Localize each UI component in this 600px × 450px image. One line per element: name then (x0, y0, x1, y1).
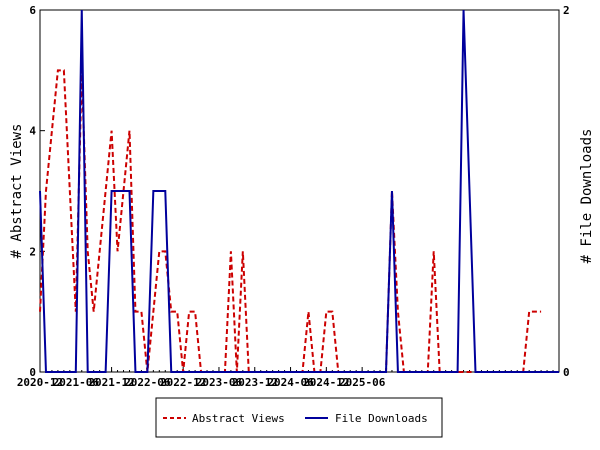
ticks-layer: 2020-122021-062021-122022-062022-122023-… (17, 4, 570, 389)
y-left-tick-label: 0 (29, 366, 36, 379)
x-tick-label: 2024-06 (267, 376, 314, 389)
legend: Abstract Views File Downloads (155, 397, 443, 438)
series-layer (39, 9, 559, 373)
legend-box (155, 397, 443, 438)
y-right-tick-label: 2 (563, 4, 570, 17)
y-left-axis-title: # Abstract Views (9, 124, 25, 259)
x-tick-label: 2025-06 (339, 376, 386, 389)
legend-label-file-downloads: File Downloads (335, 412, 428, 425)
x-tick-label: 2021-06 (53, 376, 100, 389)
x-tick-label: 2024-12 (303, 376, 349, 389)
y-right-axis-title: # File Downloads (579, 129, 595, 264)
y-right-tick-label: 0 (563, 366, 570, 379)
x-tick-label: 2023-06 (196, 376, 243, 389)
y-left-tick-label: 2 (29, 245, 36, 258)
series-line-file-downloads (39, 9, 559, 373)
legend-label-abstract-views: Abstract Views (192, 412, 285, 425)
x-tick-label: 2020-12 (17, 376, 63, 389)
x-tick-label: 2021-12 (88, 376, 134, 389)
x-tick-label: 2022-12 (160, 376, 206, 389)
x-tick-label: 2023-12 (232, 376, 278, 389)
x-tick-label: 2022-06 (124, 376, 171, 389)
y-left-tick-label: 4 (29, 125, 36, 138)
y-left-tick-label: 6 (29, 4, 36, 17)
